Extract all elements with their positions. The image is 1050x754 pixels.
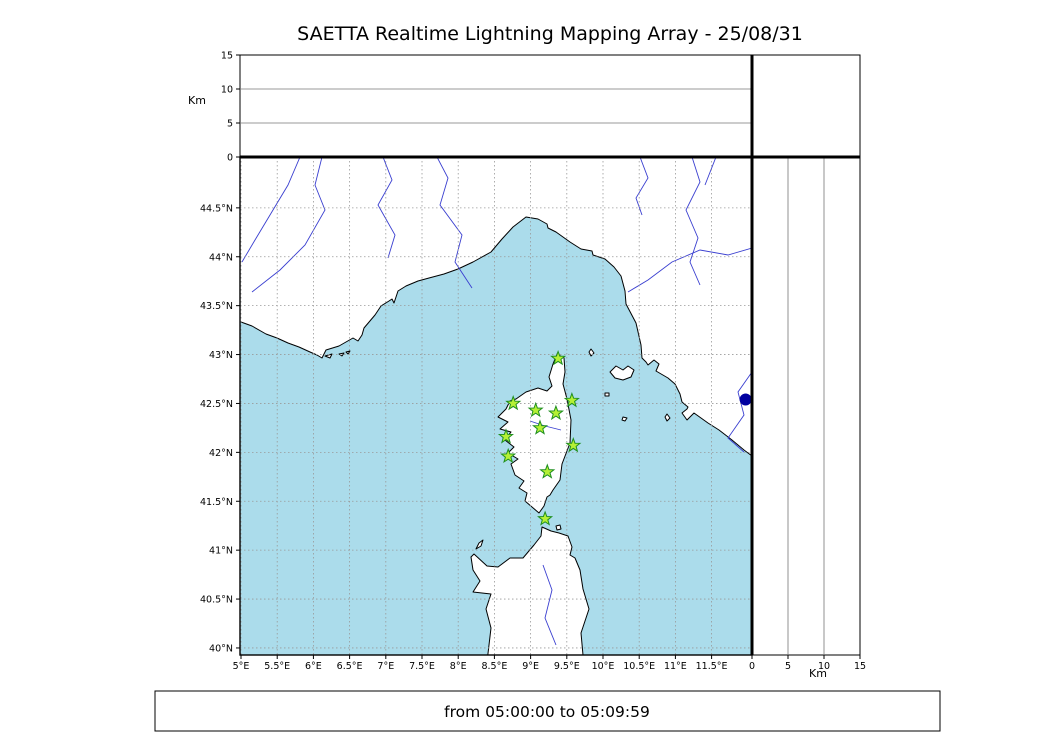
right-alt-tick-label: 5 [785,661,791,672]
station-markers [497,350,582,526]
extra-marker [739,393,752,406]
lon-tick-label: 11.5°E [696,661,728,672]
rivers [241,157,752,646]
map-panel [240,157,752,655]
lon-tick-label: 7.5°E [409,661,435,672]
station-star-marker [527,401,544,418]
top-alt-tick-label: 5 [227,119,233,130]
corner-panel [751,54,861,158]
station-star-marker [547,404,564,421]
top-axis-km-label: Km [188,94,206,107]
station-star-marker [532,419,549,435]
blue-circle-marker [739,393,752,406]
station-star-marker [537,510,554,526]
river [727,371,752,453]
station-star-marker [500,447,517,464]
axis-ticks: 5°E 5.5°E 6°E 6.5°E 7°E 7.5°E 8°E 8.5°E 9°E 9.5°E… [200,51,866,673]
right-alt-tick-label: 10 [818,661,830,672]
lat-tick-label: 43°N [209,350,233,361]
right-alt-tick-label: 0 [749,661,755,672]
station-star-marker [539,463,556,479]
lat-tick-label: 40.5°N [200,595,233,606]
right-axis-km-label: Km [809,667,827,680]
lon-tick-label: 9°E [522,661,539,672]
river [704,157,717,186]
station-star-marker [563,392,580,408]
island-giglio [664,413,671,422]
lat-tick-label: 42.5°N [200,399,233,410]
river [251,157,326,293]
top-alt-tick-label: 10 [221,85,233,96]
station-star-marker [505,395,522,411]
lon-tick-label: 7°E [377,661,394,672]
lon-tick-label: 6°E [305,661,322,672]
lon-tick-label: 8.5°E [481,661,507,672]
map-gridlines [240,157,752,655]
lat-tick-label: 43.5°N [200,301,233,312]
lon-tick-label: 8°E [450,661,467,672]
lon-tick-label: 5.5°E [264,661,290,672]
time-range-text: from 05:00:00 to 05:09:59 [444,703,650,721]
island-levant [345,350,351,355]
river [377,157,396,259]
lon-tick-label: 6.5°E [337,661,363,672]
lat-tick-label: 44.5°N [200,203,233,214]
lat-tick-label: 41.5°N [200,497,233,508]
river [241,157,301,263]
chart-title: SAETTA Realtime Lightning Mapping Array … [297,23,803,45]
river [542,564,557,646]
lon-tick-label: 11°E [664,661,687,672]
lat-tick-label: 42°N [209,448,233,459]
coastline-france-italy [240,157,752,457]
island-asinara [475,539,484,550]
island-maddalena [555,524,562,531]
island-elba [609,365,635,381]
river [627,247,752,293]
lat-tick-label: 40°N [209,643,233,654]
top-altitude-panel [239,54,753,158]
island-porquerolles [324,353,333,359]
station-star-marker [497,428,514,444]
right-altitude-panel [751,156,861,656]
island-pianosa [604,392,610,397]
lon-tick-label: 9.5°E [554,661,580,672]
lat-tick-label: 44°N [209,252,233,263]
landmasses [240,157,752,655]
river [685,157,701,286]
lon-tick-label: 5°E [233,661,250,672]
island-montecristo [621,416,628,422]
right-alt-tick-label: 15 [854,661,866,672]
station-star-marker [550,350,567,366]
top-alt-tick-label: 15 [221,51,233,62]
lon-tick-label: 10°E [592,661,615,672]
lat-tick-label: 41°N [209,546,233,557]
station-star-marker [565,437,582,453]
island-corsica [497,353,572,514]
top-alt-tick-label: 0 [227,153,233,164]
time-range-box [154,690,941,732]
island-sardinia [470,526,590,655]
altitude-gridlines [240,88,825,655]
lon-tick-label: 10.5°E [623,661,655,672]
